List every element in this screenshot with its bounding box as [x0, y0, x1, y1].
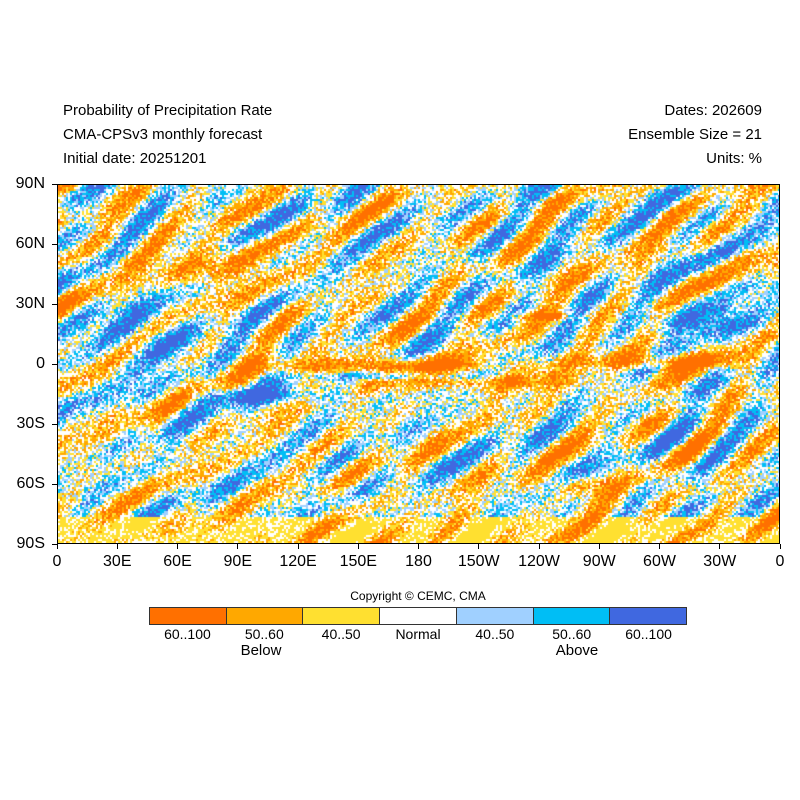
colorbar-swatch — [380, 608, 457, 624]
initial-date: Initial date: 20251201 — [63, 150, 207, 167]
colorbar-swatch — [610, 608, 687, 624]
y-tick — [52, 543, 57, 545]
y-tick-label: 60N — [15, 235, 45, 252]
y-tick-label: 90S — [16, 535, 45, 552]
x-tick — [177, 544, 178, 549]
y-tick — [52, 483, 57, 485]
y-tick — [52, 243, 57, 245]
copyright: Copyright © CEMC, CMA — [350, 589, 486, 603]
colorbar-label: 60..100 — [625, 626, 672, 642]
colorbar-label: 40..50 — [321, 626, 361, 642]
y-tick — [52, 363, 57, 365]
x-tick — [598, 544, 600, 549]
x-tick — [56, 544, 58, 549]
y-tick-label: 30N — [15, 295, 45, 312]
units-label: Units: % — [706, 150, 762, 167]
map-field — [58, 185, 779, 543]
colorbar-swatch — [150, 608, 227, 624]
x-tick-label: 30W — [703, 553, 737, 570]
y-tick — [52, 303, 57, 305]
colorbar-label: 50..60 — [552, 626, 592, 642]
y-tick — [52, 183, 57, 185]
x-tick-label: 30E — [103, 553, 132, 570]
colorbar-swatch — [533, 608, 611, 624]
above-label: Above — [555, 642, 599, 659]
colorbar-label: 50..60 — [244, 626, 284, 642]
x-tick — [659, 544, 660, 549]
x-tick — [357, 544, 359, 549]
x-tick-label: 120W — [518, 553, 560, 570]
x-tick — [478, 544, 480, 549]
colorbar-label: 40..50 — [475, 626, 515, 642]
x-tick — [237, 544, 239, 549]
colorbar-swatch — [226, 608, 304, 624]
x-tick-label: 120E — [279, 553, 317, 570]
title: Probability of Precipitation Rate — [63, 102, 273, 119]
y-tick-label: 60S — [16, 475, 45, 492]
x-tick-label: 60W — [643, 553, 676, 570]
x-tick-label: 150E — [339, 553, 377, 570]
colorbar-swatch — [456, 608, 534, 624]
x-tick-label: 0 — [52, 553, 62, 570]
x-tick-label: 90E — [223, 553, 252, 570]
x-tick-label: 150W — [457, 553, 500, 570]
x-tick — [116, 544, 118, 549]
dates-label: Dates: 202609 — [664, 102, 762, 119]
model-label: CMA-CPSv3 monthly forecast — [63, 126, 263, 143]
colorbar-swatch — [303, 608, 381, 624]
x-tick-label: 90W — [582, 553, 616, 570]
x-tick — [719, 544, 721, 549]
x-tick-label: 60E — [163, 553, 192, 570]
y-tick-label: 90N — [15, 175, 45, 192]
y-tick-label: 30S — [16, 415, 45, 432]
probability-map — [57, 184, 780, 544]
colorbar-label: Normal — [395, 626, 441, 642]
y-tick-label: 0 — [36, 355, 45, 372]
x-tick — [779, 544, 781, 549]
x-tick — [297, 544, 299, 549]
x-tick — [538, 544, 540, 549]
ensemble-size: Ensemble Size = 21 — [628, 126, 762, 143]
y-tick — [52, 423, 57, 425]
x-tick-label: 0 — [775, 553, 785, 570]
colorbar-label: 60..100 — [164, 626, 211, 642]
colorbar — [149, 607, 687, 625]
x-tick-label: 180 — [405, 553, 432, 570]
below-label: Below — [240, 642, 282, 659]
x-tick — [418, 544, 419, 549]
